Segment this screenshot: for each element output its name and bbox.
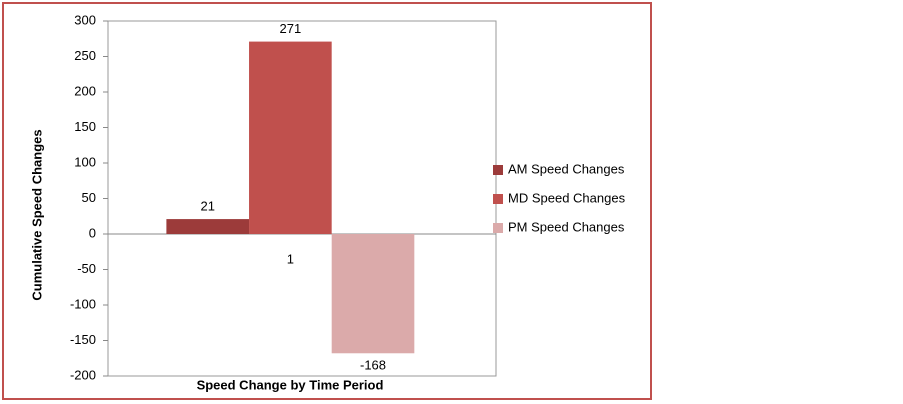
y-tick-label: -100 <box>70 296 96 311</box>
x-tick-label: 1 <box>287 251 294 266</box>
data-label: 21 <box>200 199 214 214</box>
y-tick-label: 250 <box>74 48 96 63</box>
y-tick-label: -50 <box>77 261 96 276</box>
bar <box>331 234 415 354</box>
y-axis-title: Cumulative Speed Changes <box>29 129 44 300</box>
legend-label: MD Speed Changes <box>508 190 626 205</box>
y-tick-label: -200 <box>70 367 96 382</box>
legend-swatch <box>493 165 503 175</box>
bar <box>249 41 332 235</box>
bar <box>166 219 250 234</box>
legend-label: PM Speed Changes <box>508 219 625 234</box>
legend-swatch <box>493 223 503 233</box>
y-tick-label: 100 <box>74 154 96 169</box>
legend-label: AM Speed Changes <box>508 161 625 176</box>
y-tick-label: -150 <box>70 332 96 347</box>
y-tick-label: 50 <box>82 190 96 205</box>
y-tick-label: 150 <box>74 119 96 134</box>
x-axis-title: Speed Change by Time Period <box>197 377 384 392</box>
y-tick-label: 0 <box>89 225 96 240</box>
data-label: 271 <box>280 21 302 36</box>
legend-swatch <box>493 194 503 204</box>
y-tick-label: 200 <box>74 83 96 98</box>
data-label: -168 <box>360 358 386 373</box>
y-tick-label: 300 <box>74 12 96 27</box>
